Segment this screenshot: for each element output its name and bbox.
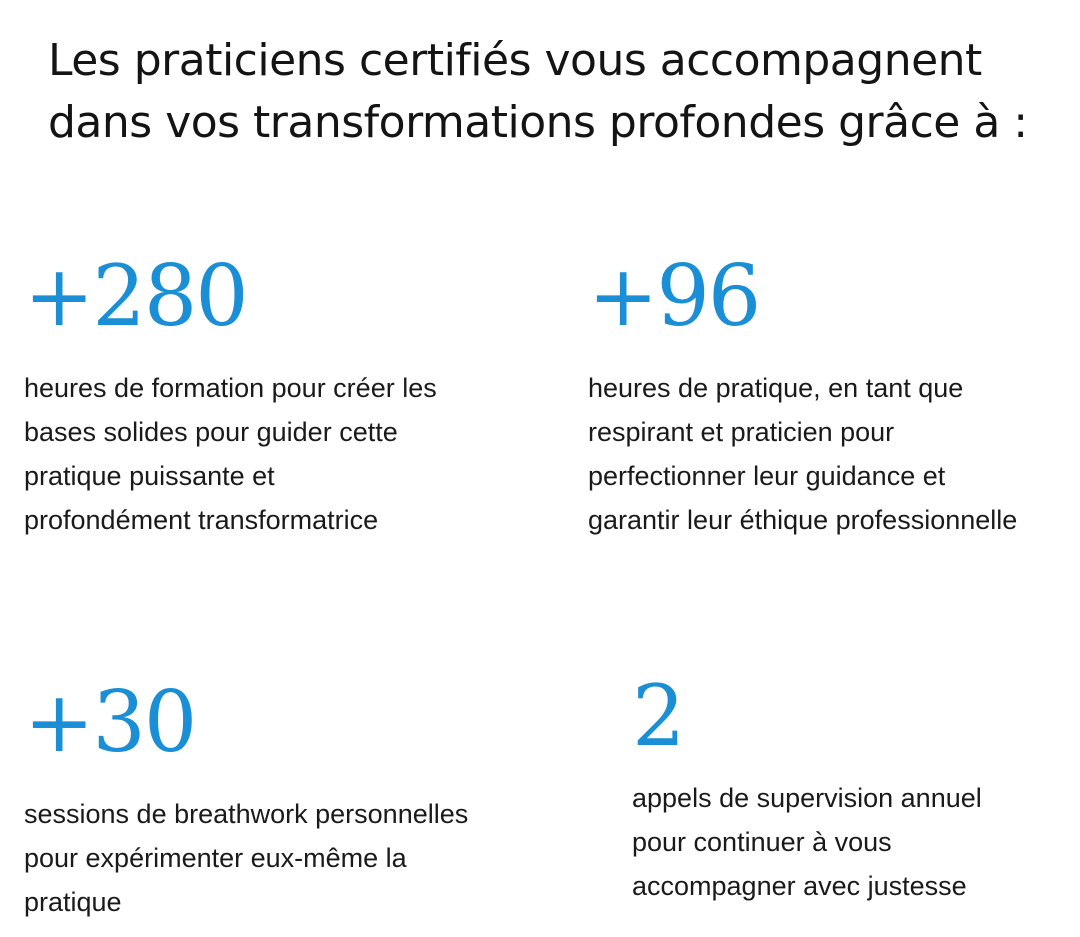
stat-supervision-calls: 2 appels de supervision annuel pour cont… — [632, 668, 982, 908]
stat-description-line: pour continuer à vous — [632, 827, 892, 857]
stat-description-line: pratique — [24, 887, 122, 917]
headline-line-1: Les praticiens certifiés vous accompagne… — [48, 35, 982, 86]
stat-description-line: profondément transformatrice — [24, 505, 379, 535]
stat-description-line: accompagner avec justesse — [632, 871, 967, 901]
stat-description-line: heures de pratique, en tant que — [588, 373, 964, 403]
stat-training-hours: +280 heures de formation pour créer les … — [24, 248, 437, 542]
stat-description-line: bases solides pour guider cette — [24, 417, 398, 447]
stat-description-line: pour expérimenter eux-même la — [24, 843, 407, 873]
stat-description-line: appels de supervision annuel — [632, 783, 982, 813]
stat-number: +96 — [588, 247, 761, 345]
stat-description-line: sessions de breathwork personnelles — [24, 799, 469, 829]
stat-description: sessions de breathwork personnelles pour… — [24, 792, 468, 924]
stat-description: heures de formation pour créer les bases… — [24, 366, 437, 542]
stat-description: appels de supervision annuel pour contin… — [632, 776, 982, 908]
headline: Les praticiens certifiés vous accompagne… — [48, 30, 1058, 154]
stat-number: +280 — [24, 247, 249, 345]
stat-number: +30 — [24, 673, 197, 771]
stat-practice-hours: +96 heures de pratique, en tant que resp… — [588, 248, 1017, 542]
stat-description-line: heures de formation pour créer les — [24, 373, 437, 403]
stat-description-line: perfectionner leur guidance et — [588, 461, 946, 491]
stat-description-line: garantir leur éthique professionnelle — [588, 505, 1018, 535]
stat-breathwork-sessions: +30 sessions de breathwork personnelles … — [24, 674, 468, 924]
stat-description: heures de pratique, en tant que respiran… — [588, 366, 1017, 542]
headline-line-2: dans vos transformations profondes grâce… — [48, 97, 1028, 148]
stat-description-line: respirant et praticien pour — [588, 417, 895, 447]
stat-description-line: pratique puissante et — [24, 461, 275, 491]
stat-number: 2 — [632, 667, 685, 765]
